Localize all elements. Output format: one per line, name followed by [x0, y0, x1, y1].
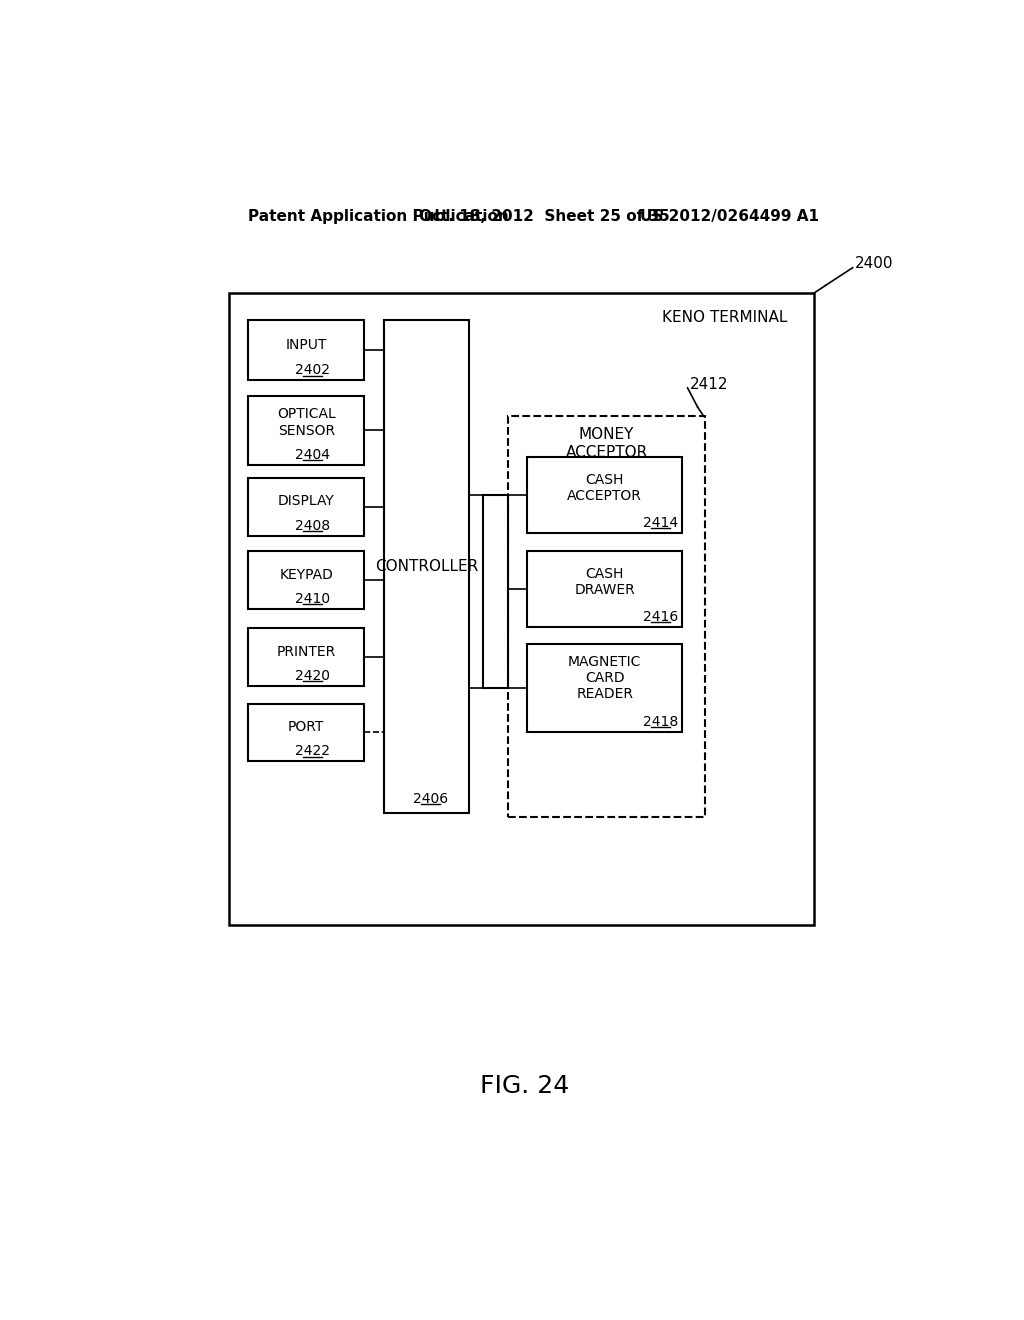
Text: 2414: 2414 [643, 516, 678, 529]
Text: CASH
ACCEPTOR: CASH ACCEPTOR [567, 473, 642, 503]
Text: 2418: 2418 [643, 715, 678, 729]
Text: CASH
DRAWER: CASH DRAWER [574, 566, 635, 597]
Text: Oct. 18, 2012  Sheet 25 of 35: Oct. 18, 2012 Sheet 25 of 35 [419, 209, 670, 223]
Text: KENO TERMINAL: KENO TERMINAL [663, 310, 787, 325]
Text: US 2012/0264499 A1: US 2012/0264499 A1 [640, 209, 818, 223]
Text: PORT: PORT [288, 719, 325, 734]
Text: Patent Application Publication: Patent Application Publication [248, 209, 509, 223]
Bar [508, 416, 706, 817]
Text: 2412: 2412 [690, 376, 728, 392]
Bar [248, 552, 365, 609]
Text: KEYPAD: KEYPAD [280, 568, 333, 582]
Text: MAGNETIC
CARD
READER: MAGNETIC CARD READER [568, 655, 641, 701]
Bar [248, 478, 365, 536]
Bar [248, 396, 365, 465]
Text: 2420: 2420 [295, 669, 330, 682]
Text: CONTROLLER: CONTROLLER [375, 558, 478, 574]
Text: INPUT: INPUT [286, 338, 327, 351]
Text: 2422: 2422 [295, 744, 330, 758]
Text: 2400: 2400 [855, 256, 894, 272]
Bar [228, 293, 814, 924]
Bar [483, 495, 508, 688]
Text: OPTICAL
SENSOR: OPTICAL SENSOR [276, 408, 336, 438]
Text: 2416: 2416 [643, 610, 678, 623]
Text: PRINTER: PRINTER [276, 644, 336, 659]
Text: 2410: 2410 [295, 591, 330, 606]
Bar [527, 552, 682, 627]
Bar [527, 644, 682, 733]
Text: MONEY
ACCEPTOR: MONEY ACCEPTOR [565, 428, 648, 459]
Bar [384, 321, 469, 813]
Bar [248, 321, 365, 380]
Bar [527, 457, 682, 533]
Text: 2406: 2406 [413, 792, 447, 807]
Text: DISPLAY: DISPLAY [278, 495, 335, 508]
Text: FIG. 24: FIG. 24 [480, 1074, 569, 1098]
Text: 2404: 2404 [295, 447, 330, 462]
Text: 2408: 2408 [295, 519, 330, 533]
Bar [248, 704, 365, 762]
Text: 2402: 2402 [295, 363, 330, 378]
Bar [248, 628, 365, 686]
